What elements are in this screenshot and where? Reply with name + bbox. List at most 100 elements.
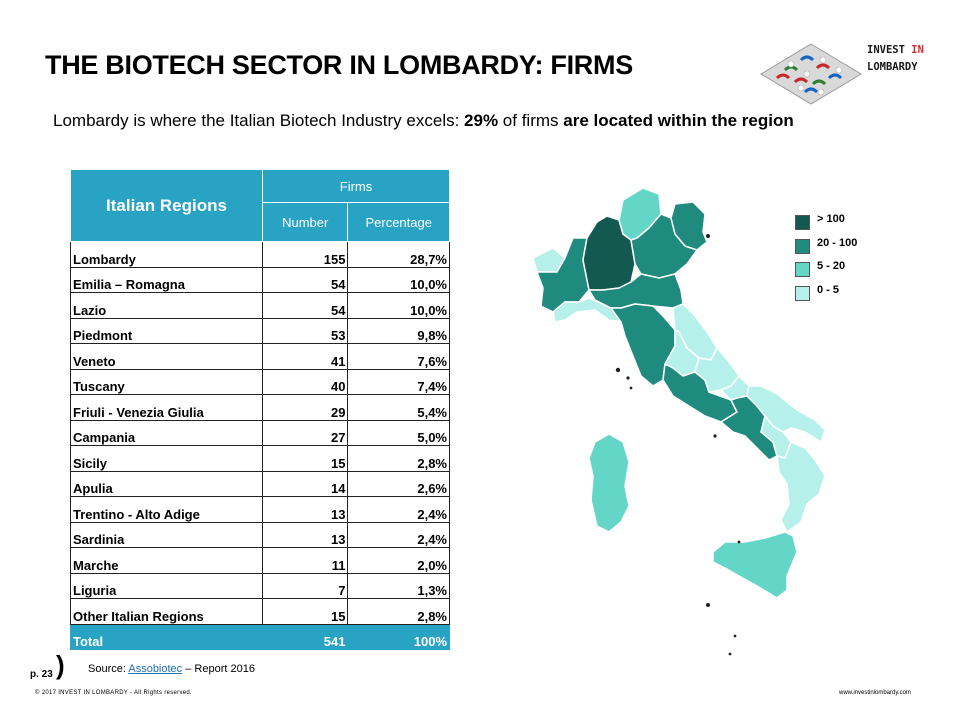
table-row: Sicily 15 2,8% bbox=[70, 445, 450, 472]
number-cell: 15 bbox=[262, 598, 349, 625]
subtitle: Lombardy is where the Italian Biotech In… bbox=[53, 108, 843, 133]
table-row: Campania 27 5,0% bbox=[70, 420, 450, 446]
region-sicily bbox=[712, 531, 798, 599]
table-row: Lazio 54 10,0% bbox=[70, 292, 450, 319]
region-cell: Friuli - Venezia Giulia bbox=[70, 394, 263, 421]
logo-word-lombardy: LOMBARDY bbox=[867, 61, 918, 73]
region-cell: Emilia – Romagna bbox=[70, 267, 263, 293]
source-link[interactable]: Assobiotec bbox=[128, 663, 183, 675]
number-cell: 15 bbox=[262, 445, 349, 472]
table-row: Sardinia 13 2,4% bbox=[70, 522, 450, 548]
percentage-cell: 2,8% bbox=[347, 445, 450, 472]
table-row: Veneto 41 7,6% bbox=[70, 343, 450, 370]
legend-swatch bbox=[795, 285, 810, 301]
percentage-cell: 10,0% bbox=[347, 267, 450, 293]
source-note: Source: Assobiotec – Report 2016 bbox=[88, 663, 255, 675]
table-row: Apulia 14 2,6% bbox=[70, 471, 450, 497]
number-cell: 14 bbox=[262, 471, 349, 497]
region-cell: Lazio bbox=[70, 292, 263, 319]
region-cell: Apulia bbox=[70, 471, 263, 497]
region-veneto bbox=[630, 213, 698, 279]
number-cell: 54 bbox=[262, 267, 349, 293]
percentage-cell: 2,4% bbox=[347, 522, 450, 548]
table-total-row: Total 541 100% bbox=[70, 624, 450, 650]
region-sardinia bbox=[588, 433, 630, 533]
table-row: Tuscany 40 7,4% bbox=[70, 369, 450, 395]
region-cell: Liguria bbox=[70, 573, 263, 599]
header-italian-regions: Italian Regions bbox=[70, 169, 263, 242]
region-cell: Tuscany bbox=[70, 369, 263, 395]
region-calabria bbox=[776, 441, 825, 533]
table-row: Piedmont 53 9,8% bbox=[70, 318, 450, 344]
percentage-cell: 10,0% bbox=[347, 292, 450, 319]
number-cell: 11 bbox=[262, 547, 349, 574]
table-row: Liguria 7 1,3% bbox=[70, 573, 450, 599]
percentage-cell: 2,6% bbox=[347, 471, 450, 497]
number-cell: 13 bbox=[262, 522, 349, 548]
total-label: Total bbox=[70, 624, 263, 650]
number-cell: 40 bbox=[262, 369, 349, 395]
subtitle-part2: of firms bbox=[498, 111, 564, 130]
table-row: Trentino - Alto Adige 13 2,4% bbox=[70, 496, 450, 523]
page-number: p. 23 bbox=[30, 669, 53, 680]
subtitle-highlight-percent: 29% bbox=[464, 111, 499, 130]
percentage-cell: 2,4% bbox=[347, 496, 450, 523]
website-link[interactable]: www.investinlombardy.com bbox=[839, 690, 911, 696]
number-cell: 27 bbox=[262, 420, 349, 446]
legend-swatch bbox=[795, 215, 810, 230]
region-liguria bbox=[552, 297, 622, 323]
total-percentage: 100% bbox=[347, 624, 450, 650]
source-suffix: – Report 2016 bbox=[182, 663, 255, 675]
region-cell: Campania bbox=[70, 420, 263, 446]
region-cell: Sardinia bbox=[70, 522, 263, 548]
number-cell: 7 bbox=[262, 573, 349, 599]
header-percentage: Percentage bbox=[347, 202, 450, 242]
source-prefix: Source: bbox=[88, 663, 129, 675]
number-cell: 54 bbox=[262, 292, 349, 319]
region-cell: Trentino - Alto Adige bbox=[70, 496, 263, 523]
logo-word-in: IN bbox=[911, 44, 924, 56]
percentage-cell: 2,8% bbox=[347, 598, 450, 625]
region-friuli bbox=[670, 201, 708, 251]
legend-swatch bbox=[795, 262, 810, 277]
legend-label: 5 - 20 bbox=[817, 260, 846, 272]
logo-graphic bbox=[760, 43, 862, 105]
percentage-cell: 5,4% bbox=[347, 394, 450, 421]
total-number: 541 bbox=[262, 624, 349, 650]
firms-table: Italian Regions Firms Number Percentage … bbox=[70, 169, 450, 650]
table-row: Marche 11 2,0% bbox=[70, 547, 450, 574]
number-cell: 155 bbox=[262, 241, 349, 268]
page-bracket-decoration: ) bbox=[56, 650, 65, 680]
region-cell: Other Italian Regions bbox=[70, 598, 263, 625]
percentage-cell: 5,0% bbox=[347, 420, 450, 446]
header-number: Number bbox=[261, 202, 349, 242]
percentage-cell: 2,0% bbox=[347, 547, 450, 574]
percentage-cell: 7,4% bbox=[347, 369, 450, 395]
table-row: Lombardy 155 28,7% bbox=[70, 241, 450, 268]
percentage-cell: 1,3% bbox=[347, 573, 450, 599]
legend-label: 0 - 5 bbox=[817, 283, 840, 296]
logo-word-invest: INVEST bbox=[867, 44, 905, 56]
legend-swatch bbox=[795, 238, 810, 254]
page-title: THE BIOTECH SECTOR IN LOMBARDY: FIRMS bbox=[45, 50, 633, 80]
legend-label: 20 - 100 bbox=[817, 236, 858, 249]
region-cell: Piedmont bbox=[70, 318, 263, 344]
italy-map bbox=[532, 187, 825, 656]
number-cell: 53 bbox=[262, 318, 349, 344]
table-row: Emilia – Romagna 54 10,0% bbox=[70, 267, 450, 293]
region-lazio bbox=[662, 363, 738, 423]
percentage-cell: 28,7% bbox=[347, 241, 450, 268]
region-cell: Marche bbox=[70, 547, 263, 574]
region-cell: Lombardy bbox=[70, 241, 263, 268]
subtitle-part1: Lombardy is where the Italian Biotech In… bbox=[53, 111, 465, 130]
number-cell: 41 bbox=[262, 343, 349, 370]
percentage-cell: 9,8% bbox=[347, 318, 450, 344]
number-cell: 29 bbox=[262, 394, 349, 421]
region-cell: Veneto bbox=[70, 343, 263, 370]
brand-logo: INVEST IN LOMBARDY bbox=[867, 42, 924, 76]
copyright: © 2017 INVEST IN LOMBARDY - All Rights r… bbox=[35, 690, 192, 696]
table-row: Friuli - Venezia Giulia 29 5,4% bbox=[70, 394, 450, 421]
table-row: Other Italian Regions 15 2,8% bbox=[70, 598, 450, 625]
region-cell: Sicily bbox=[70, 445, 263, 472]
subtitle-highlight-text: are located within the region bbox=[563, 111, 794, 130]
